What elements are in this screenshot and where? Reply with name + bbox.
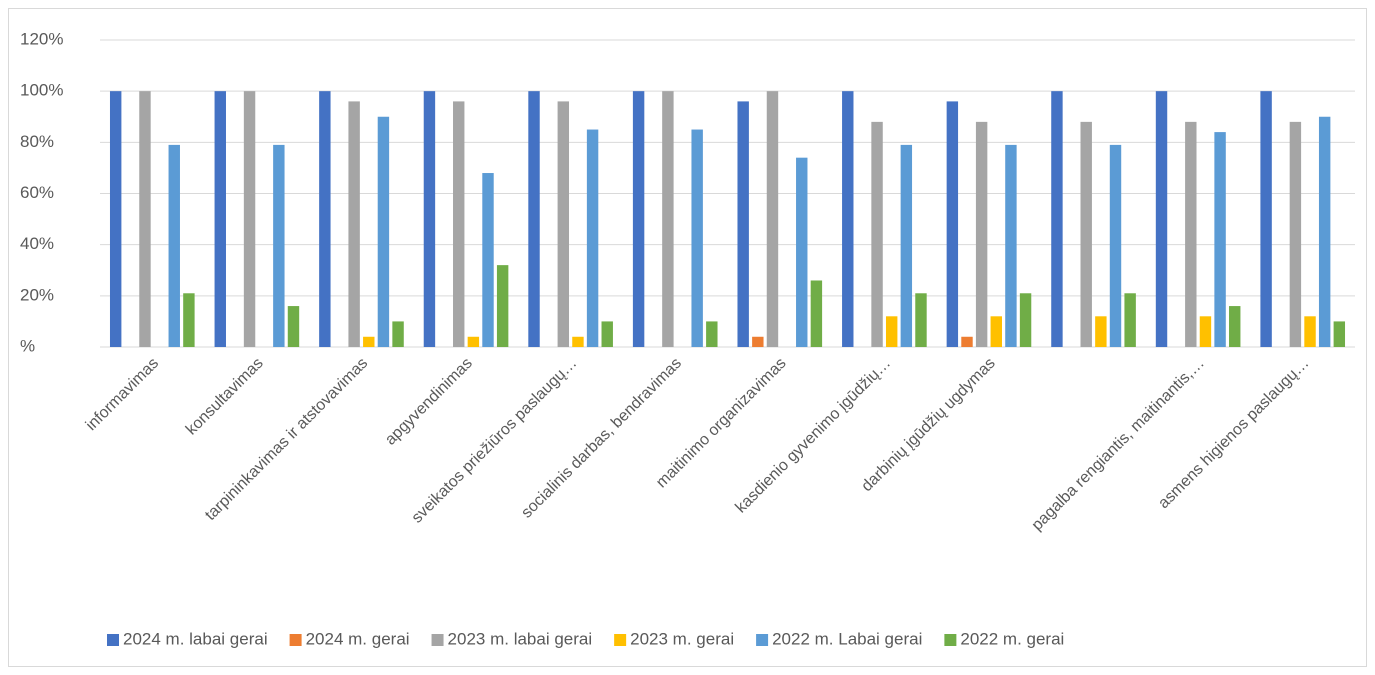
- bar: [975, 121, 988, 347]
- legend-swatch: [289, 634, 302, 646]
- bar: [871, 121, 883, 347]
- y-tick-label: 20%: [20, 285, 54, 304]
- legend-label: 2022 m. Labai gerai: [772, 629, 922, 648]
- bar: [528, 91, 540, 348]
- legend-label: 2023 m. labai gerai: [448, 629, 593, 648]
- bar: [1289, 121, 1302, 347]
- bar: [752, 336, 764, 347]
- bar: [214, 91, 226, 348]
- bar: [572, 336, 584, 347]
- bar: [1095, 316, 1107, 347]
- bar: [1109, 144, 1122, 347]
- bar: [1080, 121, 1092, 347]
- legend-swatch: [944, 634, 957, 646]
- legend-label: 2024 m. gerai: [306, 629, 410, 648]
- bar: [1124, 293, 1136, 347]
- y-tick-label: 120%: [20, 29, 63, 48]
- bar: [662, 91, 674, 348]
- bar: [885, 316, 898, 347]
- bar: [1005, 144, 1017, 347]
- legend-label: 2023 m. gerai: [630, 629, 734, 648]
- bar: [900, 144, 913, 347]
- bar: [1019, 293, 1032, 347]
- bar: [915, 293, 927, 347]
- bar: [601, 321, 613, 347]
- legend-swatch: [614, 634, 627, 646]
- bar: [1304, 316, 1316, 347]
- y-tick-label: %: [20, 336, 35, 355]
- bar: [557, 101, 570, 348]
- bar: [482, 173, 494, 347]
- legend-swatch: [756, 634, 769, 646]
- bar: [1260, 91, 1272, 348]
- chart-border: [8, 8, 1367, 667]
- bar: [392, 321, 404, 347]
- bar: [1051, 91, 1063, 348]
- legend-swatch: [431, 634, 444, 646]
- y-tick-label: 40%: [20, 234, 54, 253]
- bar: [423, 91, 436, 348]
- bar: [1155, 91, 1168, 348]
- bar: [1199, 316, 1212, 347]
- bar: [796, 157, 808, 347]
- bar: [632, 91, 645, 348]
- bar: [273, 144, 285, 347]
- y-tick-label: 100%: [20, 81, 63, 100]
- bar: [946, 101, 959, 348]
- y-tick-label: 60%: [20, 183, 54, 202]
- bar: [287, 306, 300, 347]
- bar: [348, 101, 360, 348]
- bar: [183, 293, 195, 347]
- bar: [109, 91, 122, 348]
- bar: [961, 336, 973, 347]
- bar: [1229, 306, 1241, 347]
- bar: [706, 321, 718, 347]
- bar: [1318, 116, 1331, 347]
- bar: [586, 129, 599, 347]
- bar: [139, 91, 151, 348]
- bar: [467, 336, 480, 347]
- bar: [842, 91, 854, 348]
- bar: [766, 91, 779, 348]
- bar: [1214, 132, 1226, 347]
- bar: [810, 280, 823, 347]
- bar: [243, 91, 256, 348]
- legend-label: 2022 m. gerai: [960, 629, 1064, 648]
- bar: [496, 265, 509, 347]
- legend-swatch: [107, 634, 119, 646]
- bar: [168, 144, 180, 347]
- bar: [453, 101, 465, 348]
- bar: [990, 316, 1002, 347]
- bar: [1333, 321, 1346, 347]
- bar: [363, 336, 375, 347]
- bar: [1185, 121, 1197, 347]
- bar: [691, 129, 703, 347]
- legend-label: 2024 m. labai gerai: [123, 629, 268, 648]
- bar: [737, 101, 749, 348]
- y-tick-label: 80%: [20, 132, 54, 151]
- bar: [377, 116, 390, 347]
- bar: [319, 91, 331, 348]
